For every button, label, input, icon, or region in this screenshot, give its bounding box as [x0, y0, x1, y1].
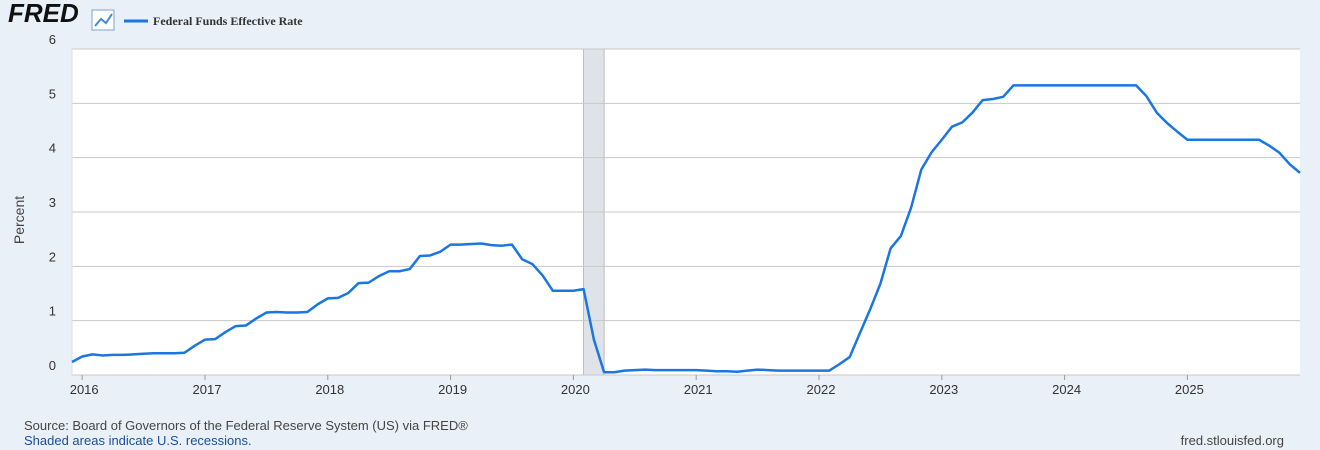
y-tick-label: 6	[49, 32, 56, 47]
y-tick-label: 0	[49, 358, 56, 373]
x-tick-label: 2024	[1052, 382, 1081, 397]
x-tick-label: 2018	[315, 382, 344, 397]
series-line	[71, 84, 1301, 374]
x-tick-label: 2022	[807, 382, 836, 397]
y-tick-label: 3	[49, 195, 56, 210]
y-tick-label: 2	[49, 249, 56, 264]
x-tick-label: 2020	[561, 382, 590, 397]
x-tick-label: 2016	[70, 382, 99, 397]
x-tick-label: 2017	[193, 382, 222, 397]
legend-label: Federal Funds Effective Rate	[153, 14, 303, 28]
y-tick-label: 1	[49, 304, 56, 319]
x-tick-label: 2023	[929, 382, 958, 397]
recession-note[interactable]: Shaded areas indicate U.S. recessions.	[24, 433, 252, 448]
site-url[interactable]: fred.stlouisfed.org	[1181, 433, 1284, 448]
x-tick-label: 2025	[1175, 382, 1204, 397]
logo-icon	[91, 9, 115, 31]
x-tick-label: 2019	[438, 382, 467, 397]
logo[interactable]: FRED	[8, 0, 79, 28]
y-tick-label: 4	[49, 141, 56, 156]
y-tick-label: 5	[49, 86, 56, 101]
y-axis-label: Percent	[11, 196, 27, 244]
x-tick-label: 2021	[684, 382, 713, 397]
source: Source: Board of Governors of the Federa…	[24, 418, 468, 433]
